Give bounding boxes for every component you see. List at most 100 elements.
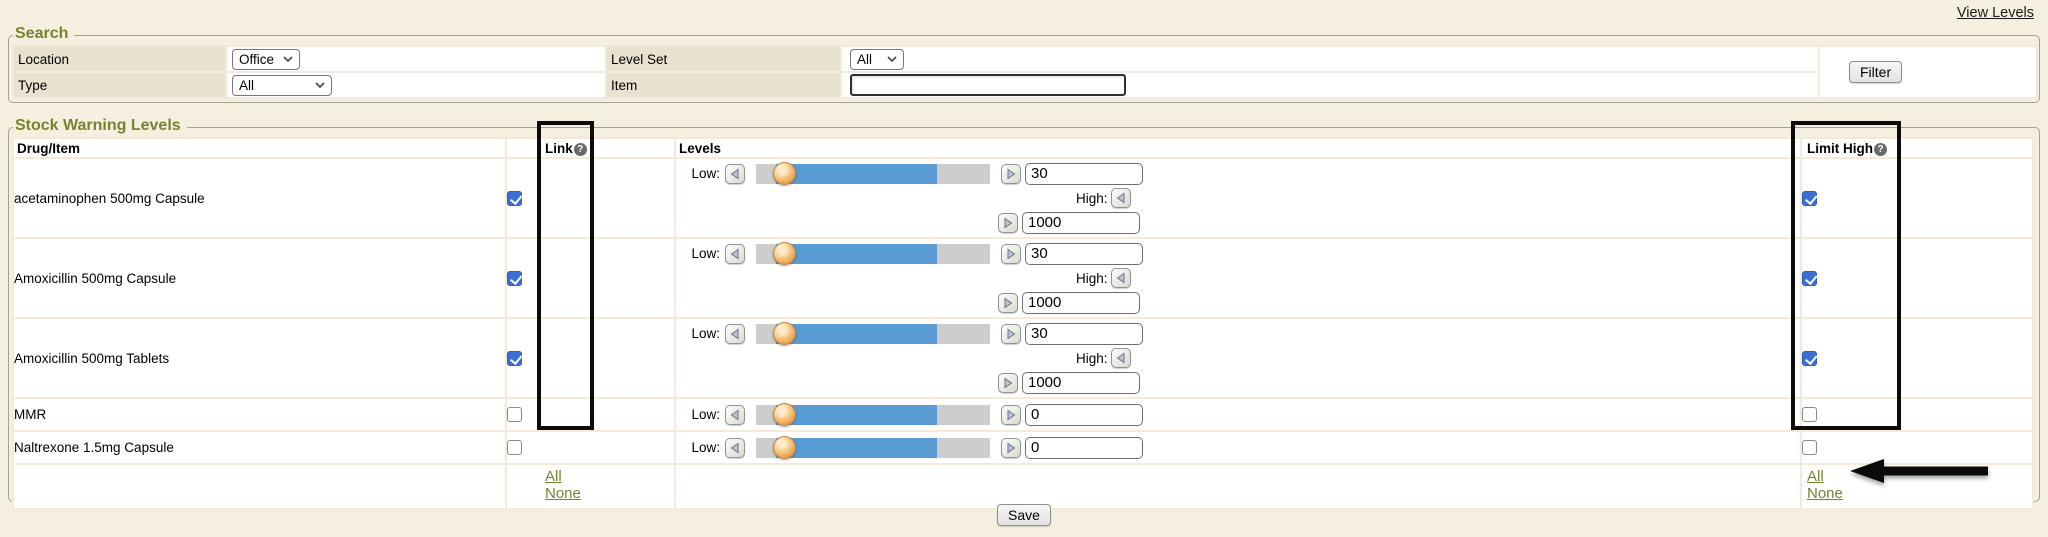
decrement-low-button[interactable] xyxy=(725,323,745,344)
limit-high-select-all-link[interactable]: All xyxy=(1807,468,1824,485)
link-select-none-link[interactable]: None xyxy=(545,485,581,502)
high-label-line: High: xyxy=(686,188,1800,209)
slider-handle[interactable] xyxy=(773,403,796,426)
arrow-right-icon xyxy=(1007,168,1016,179)
low-level-slider[interactable] xyxy=(756,403,990,426)
limit-high-checkbox[interactable] xyxy=(1802,440,1817,456)
arrow-left-icon xyxy=(1116,192,1125,204)
link-checkbox[interactable] xyxy=(507,350,522,366)
low-value-input[interactable] xyxy=(1025,242,1143,265)
drug-item-name: Amoxicillin 500mg Capsule xyxy=(14,239,507,319)
save-button[interactable]: Save xyxy=(997,504,1051,526)
increment-low-button[interactable] xyxy=(1001,163,1021,184)
low-label: Low: xyxy=(691,246,720,261)
low-level-row: Low: xyxy=(686,322,1800,346)
low-label: Low: xyxy=(691,440,720,455)
location-select[interactable]: Office xyxy=(232,48,300,70)
slider-handle[interactable] xyxy=(773,322,796,345)
help-icon[interactable]: ? xyxy=(573,142,587,156)
increment-high-button[interactable] xyxy=(998,372,1018,393)
arrow-right-icon xyxy=(1004,217,1013,228)
drug-item-name: acetaminophen 500mg Capsule xyxy=(14,159,507,239)
link-checkbox[interactable] xyxy=(507,190,522,206)
decrement-high-button[interactable] xyxy=(1110,188,1131,208)
high-value-input[interactable] xyxy=(1022,211,1140,234)
table-row: Amoxicillin 500mg Capsule Low: xyxy=(14,239,2034,319)
increment-high-button[interactable] xyxy=(998,292,1018,313)
low-level-slider[interactable] xyxy=(756,162,990,185)
decrement-high-button[interactable] xyxy=(1110,348,1131,368)
slider-range-fill xyxy=(776,243,937,264)
high-value-line xyxy=(686,291,1800,315)
low-level-slider[interactable] xyxy=(756,242,990,265)
limit-high-checkbox[interactable] xyxy=(1802,350,1817,366)
increment-low-button[interactable] xyxy=(1001,437,1021,458)
arrow-left-icon xyxy=(730,409,739,420)
column-header-levels: Levels xyxy=(676,139,1802,159)
slider-range-fill xyxy=(776,163,937,184)
table-header-row: Drug/Item Link? Levels Limit High? xyxy=(14,139,2034,159)
low-level-slider[interactable] xyxy=(756,436,990,459)
limit-high-select-none-link[interactable]: None xyxy=(1807,485,1843,502)
stock-warning-levels-legend: Stock Warning Levels xyxy=(13,117,187,135)
slider-handle[interactable] xyxy=(773,162,796,185)
drug-item-name: Amoxicillin 500mg Tablets xyxy=(14,319,507,399)
table-row: Naltrexone 1.5mg Capsule Low: xyxy=(14,432,2034,465)
increment-low-button[interactable] xyxy=(1001,404,1021,425)
increment-high-button[interactable] xyxy=(998,212,1018,233)
decrement-low-button[interactable] xyxy=(725,163,745,184)
slider-range-fill xyxy=(776,437,937,458)
slider-range-fill xyxy=(776,323,937,344)
column-header-link: Link xyxy=(545,140,573,156)
link-checkbox[interactable] xyxy=(507,270,522,286)
low-level-slider[interactable] xyxy=(756,322,990,345)
high-label: High: xyxy=(1076,270,1108,286)
stock-warning-levels-fieldset: Stock Warning Levels Drug/Item Link? Lev… xyxy=(8,117,2040,510)
high-label: High: xyxy=(1076,190,1108,206)
slider-handle[interactable] xyxy=(773,436,796,459)
link-checkbox[interactable] xyxy=(507,407,522,423)
type-select-value: All xyxy=(239,77,255,93)
item-label: Item xyxy=(607,73,842,99)
link-select-all-link[interactable]: All xyxy=(545,468,562,485)
low-value-input[interactable] xyxy=(1025,403,1143,426)
low-value-input[interactable] xyxy=(1025,322,1143,345)
high-value-input[interactable] xyxy=(1022,371,1140,394)
item-search-input[interactable] xyxy=(850,74,1126,96)
level-set-label: Level Set xyxy=(607,47,842,73)
select-all-footer-row: All None All None xyxy=(14,465,2034,510)
decrement-high-button[interactable] xyxy=(1110,268,1131,288)
arrow-right-icon xyxy=(1007,409,1016,420)
low-value-input[interactable] xyxy=(1025,162,1143,185)
help-icon[interactable]: ? xyxy=(1874,142,1887,156)
high-value-input[interactable] xyxy=(1022,291,1140,314)
increment-low-button[interactable] xyxy=(1001,243,1021,264)
filter-button[interactable]: Filter xyxy=(1849,61,1903,83)
decrement-low-button[interactable] xyxy=(725,437,745,458)
low-value-input[interactable] xyxy=(1025,436,1143,459)
drug-item-name: MMR xyxy=(14,399,507,432)
decrement-low-button[interactable] xyxy=(725,243,745,264)
limit-high-checkbox[interactable] xyxy=(1802,407,1817,423)
low-level-row: Low: xyxy=(686,403,1800,427)
location-label: Location xyxy=(14,47,227,73)
slider-handle[interactable] xyxy=(773,242,796,265)
increment-low-button[interactable] xyxy=(1001,323,1021,344)
stock-table: Drug/Item Link? Levels Limit High? aceta… xyxy=(12,137,2034,510)
limit-high-checkbox[interactable] xyxy=(1802,270,1817,286)
high-label-line: High: xyxy=(686,268,1800,289)
chevron-down-icon xyxy=(283,56,293,62)
table-row: acetaminophen 500mg Capsule Low: xyxy=(14,159,2034,239)
column-header-limit-high: Limit High xyxy=(1807,140,1873,156)
location-select-value: Office xyxy=(239,51,275,67)
link-checkbox[interactable] xyxy=(507,440,522,456)
level-set-select[interactable]: All xyxy=(850,48,904,70)
arrow-left-icon xyxy=(730,168,739,179)
view-levels-link[interactable]: View Levels xyxy=(1956,5,2034,21)
high-label-line: High: xyxy=(686,348,1800,369)
drug-item-name: Naltrexone 1.5mg Capsule xyxy=(14,432,507,465)
decrement-low-button[interactable] xyxy=(725,404,745,425)
type-select[interactable]: All xyxy=(232,74,332,96)
limit-high-checkbox[interactable] xyxy=(1802,190,1817,206)
